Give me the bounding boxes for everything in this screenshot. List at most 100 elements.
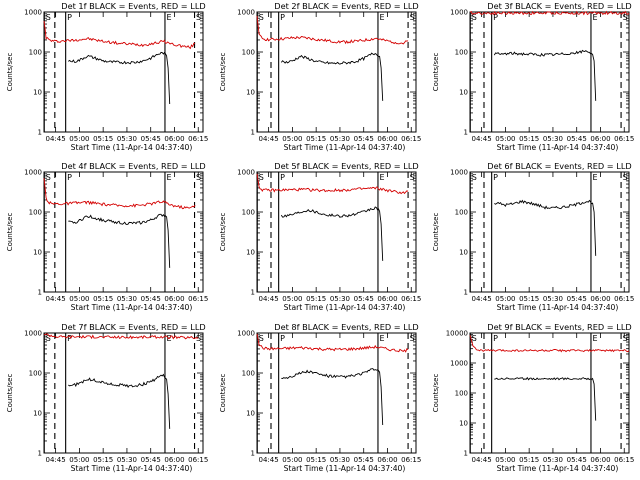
y-tick-label: 100 [29,209,42,217]
x-tick-label: 04:45 [46,456,66,464]
event-marker-label: S [46,334,51,343]
y-tick-label: 100 [242,209,255,217]
y-tick-label: 100 [455,49,468,57]
event-marker-label: P [67,334,72,343]
y-tick-label: 1 [38,450,42,458]
lld-series-line [469,10,630,16]
x-tick-label: 05:45 [567,135,587,143]
x-tick-label: 05:30 [117,135,137,143]
x-tick-label: 06:00 [377,456,397,464]
x-tick-label: 06:15 [401,456,421,464]
x-axis-label: Start Time (11-Apr-14 04:37:40) [497,143,619,152]
y-tick-label: 100 [455,390,468,398]
event-marker-label: P [280,334,285,343]
y-tick-label: 1 [464,289,468,297]
x-tick-label: 05:15 [93,295,113,303]
x-tick-label: 05:15 [93,135,113,143]
y-tick-label: 1000 [24,169,42,177]
x-tick-label: 06:00 [164,456,184,464]
chart-panel-5: Det 5f BLACK = Events, RED = LLD Counts/s… [219,161,421,312]
chart-title: Det 3f BLACK = Events, RED = LLD [487,1,631,11]
x-tick-label: 05:30 [117,456,137,464]
y-tick-label: 10 [33,410,42,418]
x-axis-label: Start Time (11-Apr-14 04:37:40) [71,464,193,473]
events-series-line [493,49,597,101]
lld-series-line [256,15,409,45]
y-tick-label: 100 [242,49,255,57]
x-tick-label: 05:45 [567,456,587,464]
event-marker-label: P [67,173,72,182]
chart-panel-8: Det 8f BLACK = Events, RED = LLD Counts/s… [219,322,421,473]
events-series-line [494,199,597,256]
event-marker-label: E [379,173,384,182]
x-tick-label: 04:45 [259,456,279,464]
chart-title: Det 2f BLACK = Events, RED = LLD [274,1,418,11]
plot-frame [43,11,204,133]
x-tick-label: 05:30 [330,295,350,303]
event-marker-label: P [493,13,498,22]
y-tick-label: 100 [29,49,42,57]
y-tick-label: 1000 [24,330,42,338]
x-tick-label: 06:15 [188,295,208,303]
y-tick-label: 1000 [237,330,255,338]
event-marker-label: E [379,13,384,22]
y-tick-label: 1000 [450,9,468,17]
x-axis-label: Start Time (11-Apr-14 04:37:40) [284,143,406,152]
x-tick-label: 06:15 [188,135,208,143]
lld-series-line [469,335,630,353]
y-axis-label: Counts/sec [6,53,14,92]
y-axis-label: Counts/sec [432,374,440,413]
x-tick-label: 06:00 [164,135,184,143]
event-marker-label: S [46,13,51,22]
y-tick-label: 1000 [450,169,468,177]
events-series-line [280,52,384,101]
x-tick-label: 06:15 [614,456,634,464]
x-tick-label: 06:15 [401,295,421,303]
x-tick-label: 05:45 [354,135,374,143]
plot-frame [256,332,417,454]
event-marker-label: P [493,334,498,343]
event-marker-label: S [196,13,201,22]
x-tick-label: 06:00 [590,295,610,303]
y-tick-label: 1 [251,450,255,458]
x-tick-label: 04:45 [259,135,279,143]
y-tick-label: 10 [246,89,255,97]
lld-series-line [256,173,409,195]
x-tick-label: 06:00 [590,456,610,464]
y-tick-label: 10 [459,89,468,97]
y-axis-label: Counts/sec [432,53,440,92]
x-tick-label: 05:00 [495,135,515,143]
event-marker-label: S [259,334,264,343]
event-marker-label: P [280,13,285,22]
x-tick-label: 06:00 [377,295,397,303]
event-marker-label: S [196,334,201,343]
y-axis-label: Counts/sec [6,213,14,252]
event-marker-label: S [472,13,477,22]
event-marker-label: S [259,173,264,182]
chart-panel-2: Det 2f BLACK = Events, RED = LLD Counts/s… [219,1,421,152]
events-series-line [281,368,384,426]
y-tick-label: 10 [246,249,255,257]
x-tick-label: 06:00 [164,295,184,303]
chart-panel-9: Det 9f BLACK = Events, RED = LLD Counts/s… [432,322,634,473]
y-tick-label: 1000 [450,360,468,368]
y-tick-label: 10 [33,249,42,257]
event-marker-label: S [410,13,415,22]
x-tick-label: 04:45 [46,135,66,143]
x-tick-label: 05:00 [495,295,515,303]
x-tick-label: 06:15 [614,135,634,143]
x-tick-label: 06:15 [401,135,421,143]
event-marker-label: S [196,173,201,182]
x-tick-label: 05:15 [93,456,113,464]
x-tick-label: 05:00 [282,295,302,303]
x-tick-label: 05:45 [567,295,587,303]
plot-frame [43,332,204,454]
event-marker-label: E [592,13,597,22]
y-tick-label: 1000 [237,169,255,177]
x-tick-label: 04:45 [472,295,492,303]
y-tick-label: 1000 [24,9,42,17]
y-tick-label: 1000 [237,9,255,17]
y-tick-label: 10 [459,420,468,428]
lld-series-line [43,333,199,340]
x-tick-label: 04:45 [259,295,279,303]
